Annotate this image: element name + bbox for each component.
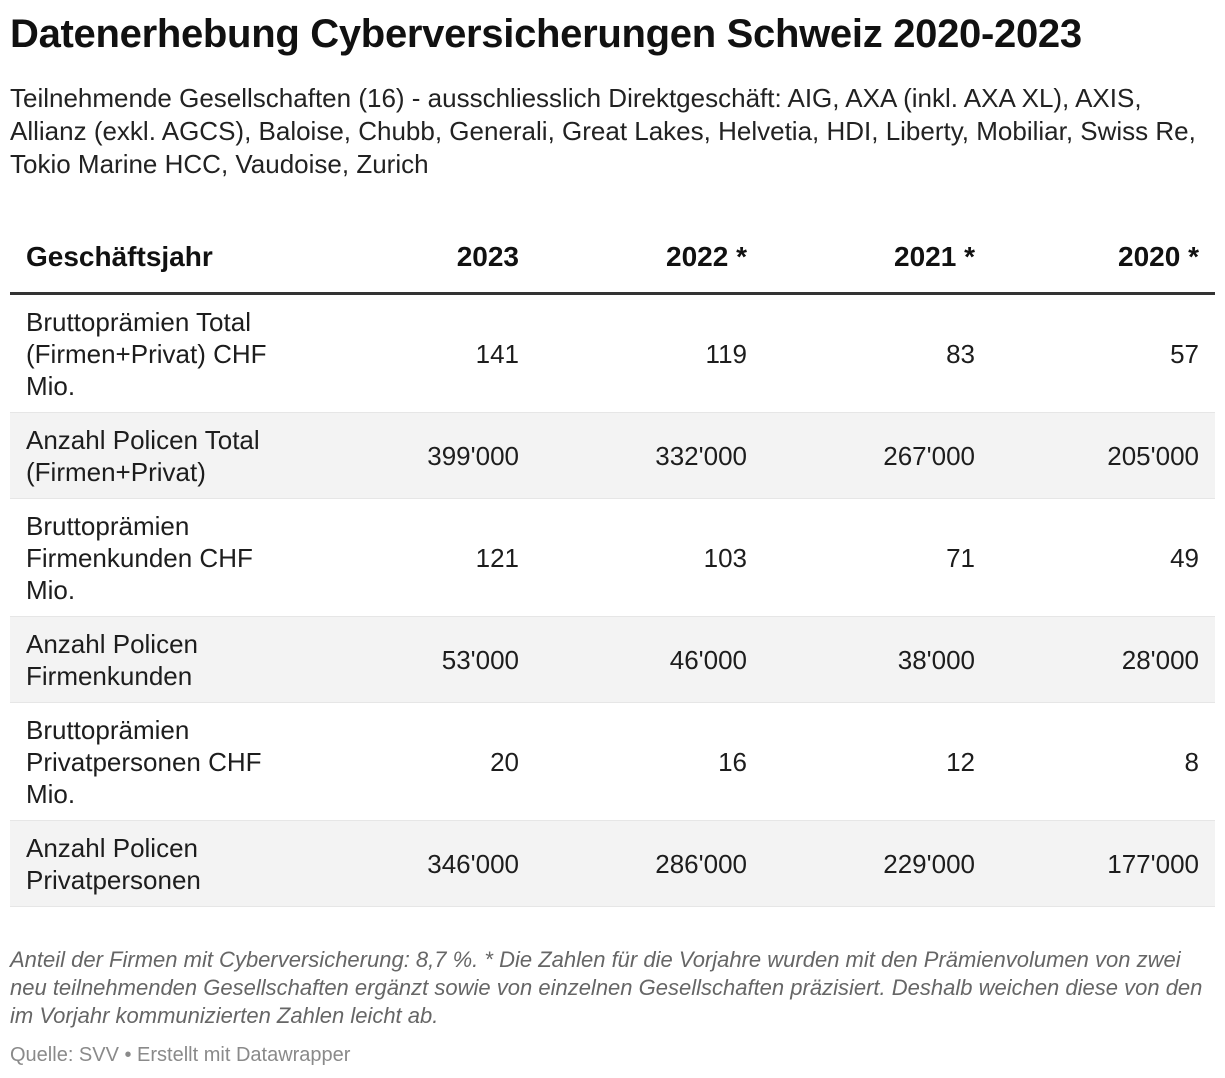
table-cell: 103 <box>535 498 763 617</box>
table-row: Anzahl Policen Firmenkunden 53'000 46'00… <box>10 616 1215 703</box>
row-label: Anzahl Policen Privatpersonen <box>10 820 310 907</box>
table-cell: 8 <box>991 702 1215 821</box>
table-row: Anzahl Policen Privatpersonen 346'000 28… <box>10 820 1215 907</box>
table-cell: 399'000 <box>310 412 535 499</box>
column-header-2021: 2021 * <box>763 222 991 295</box>
table-cell: 119 <box>535 293 763 413</box>
source-credit: Quelle: SVV • Erstellt mit Datawrapper <box>10 1044 351 1066</box>
table-cell: 229'000 <box>763 820 991 907</box>
data-table: Geschäftsjahr 2023 2022 * 2021 * 2020 * … <box>10 222 1215 907</box>
table-row: Bruttoprämien Total (Firmen+Privat) CHF … <box>10 293 1215 413</box>
table-cell: 16 <box>535 702 763 821</box>
table-cell: 121 <box>310 498 535 617</box>
table-cell: 346'000 <box>310 820 535 907</box>
row-label: Bruttoprämien Firmenkunden CHF Mio. <box>10 498 310 617</box>
table-cell: 71 <box>763 498 991 617</box>
table-cell: 28'000 <box>991 616 1215 703</box>
table-cell: 20 <box>310 702 535 821</box>
table-cell: 141 <box>310 293 535 413</box>
table-row: Anzahl Policen Total (Firmen+Privat) 399… <box>10 412 1215 499</box>
table-cell: 177'000 <box>991 820 1215 907</box>
table-cell: 46'000 <box>535 616 763 703</box>
table-cell: 53'000 <box>310 616 535 703</box>
table-cell: 57 <box>991 293 1215 413</box>
table-row: Bruttoprämien Privatpersonen CHF Mio. 20… <box>10 702 1215 821</box>
table-header-row: Geschäftsjahr 2023 2022 * 2021 * 2020 * <box>10 222 1215 295</box>
table-cell: 205'000 <box>991 412 1215 499</box>
table-cell: 49 <box>991 498 1215 617</box>
column-header-2020: 2020 * <box>991 222 1215 295</box>
column-header-label: Geschäftsjahr <box>10 222 310 295</box>
table-cell: 12 <box>763 702 991 821</box>
row-label: Anzahl Policen Firmenkunden <box>10 616 310 703</box>
table-cell: 286'000 <box>535 820 763 907</box>
column-header-2023: 2023 <box>310 222 535 295</box>
table-cell: 83 <box>763 293 991 413</box>
table-row: Bruttoprämien Firmenkunden CHF Mio. 121 … <box>10 498 1215 617</box>
row-label: Anzahl Policen Total (Firmen+Privat) <box>10 412 310 499</box>
table-cell: 332'000 <box>535 412 763 499</box>
table-cell: 267'000 <box>763 412 991 499</box>
footnote: Anteil der Firmen mit Cyberversicherung:… <box>10 947 1203 1028</box>
chart-title: Datenerhebung Cyberversicherungen Schwei… <box>10 12 1082 56</box>
table-cell: 38'000 <box>763 616 991 703</box>
row-label: Bruttoprämien Privatpersonen CHF Mio. <box>10 702 310 821</box>
row-label: Bruttoprämien Total (Firmen+Privat) CHF … <box>10 293 310 413</box>
column-header-2022: 2022 * <box>535 222 763 295</box>
chart-subtitle: Teilnehmende Gesellschaften (16) - aussc… <box>10 83 1196 179</box>
